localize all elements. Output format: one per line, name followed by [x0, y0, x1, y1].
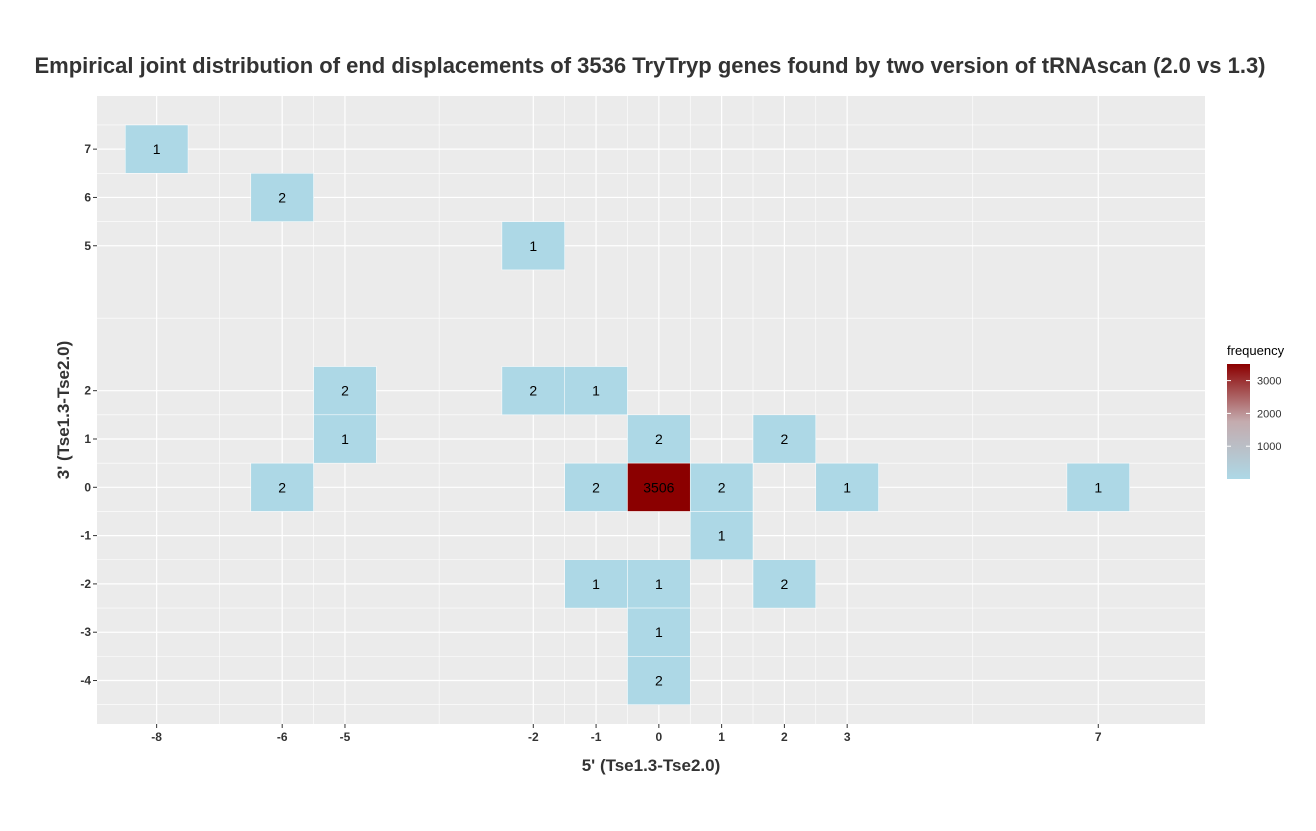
cell-value-label: 2	[278, 189, 286, 205]
cell-value-label: 1	[592, 383, 600, 399]
heatmap-cell	[627, 607, 691, 657]
cell-value-label: 3506	[643, 479, 674, 495]
x-axis: -8 -6 -5 -2 -1 0 1 2 3 7	[151, 724, 1102, 744]
y-tick-label: 0	[84, 480, 91, 494]
cell-value-label: 1	[843, 479, 851, 495]
x-tick-label: -1	[591, 730, 602, 744]
heatmap-cell	[1066, 462, 1130, 512]
cell-value-label: 1	[1094, 479, 1102, 495]
y-tick-label: 1	[84, 432, 91, 446]
x-tick-label: 1	[718, 730, 725, 744]
heatmap-cell	[501, 366, 565, 416]
cell-value-label: 1	[655, 624, 663, 640]
legend-tick-label: 3000	[1257, 376, 1281, 388]
cell-labels: 1 2 1 2 2 1 1 2 2 2 2 3506 2 1 1 1 1 1 2 1 2	[153, 141, 1103, 688]
heatmap-cell	[313, 414, 377, 464]
heatmap-cell	[124, 124, 189, 174]
x-axis-title: 5' (Tse1.3-Tse2.0)	[582, 756, 721, 775]
heatmap-cell	[627, 656, 691, 705]
cell-value-label: 2	[781, 431, 789, 447]
heatmap-cell	[752, 414, 817, 464]
cell-value-label: 2	[655, 431, 663, 447]
cell-value-label: 1	[592, 576, 600, 592]
legend-ticks: 1000 2000 3000	[1227, 376, 1281, 453]
x-tick-label: -2	[528, 730, 539, 744]
y-tick-label: 5	[84, 239, 91, 253]
y-tick-label: 7	[84, 142, 91, 156]
heatmap-cell	[564, 462, 628, 512]
heatmap-cell	[815, 462, 879, 512]
heatmap-cell	[627, 414, 691, 464]
x-tick-label: 7	[1095, 730, 1102, 744]
cell-value-label: 2	[655, 673, 663, 689]
cell-value-label: 1	[341, 431, 349, 447]
x-tick-label: 0	[656, 730, 663, 744]
cell-value-label: 2	[529, 383, 537, 399]
cell-value-label: 2	[592, 479, 600, 495]
x-tick-label: 2	[781, 730, 788, 744]
legend-tick-label: 1000	[1257, 441, 1281, 453]
cell-value-label: 2	[718, 479, 726, 495]
heatmap-cell	[564, 559, 628, 609]
legend-colorbar	[1227, 364, 1250, 479]
heatmap-cell	[501, 221, 565, 271]
legend-title: frequency	[1227, 343, 1285, 358]
cell-value-label: 1	[153, 141, 161, 157]
y-tick-label: 2	[84, 384, 91, 398]
heatmap-cell	[627, 559, 691, 609]
legend: frequency 1000 2000 3000	[1227, 343, 1285, 479]
heatmap-cell	[689, 462, 754, 512]
y-tick-label: -1	[80, 529, 91, 543]
heatmap-cell	[752, 559, 817, 609]
cell-value-label: 2	[341, 383, 349, 399]
heatmap-cell	[689, 511, 754, 561]
cell-value-label: 2	[278, 479, 286, 495]
x-tick-label: -5	[340, 730, 351, 744]
cell-value-label: 1	[655, 576, 663, 592]
heatmap-cells	[124, 124, 1130, 705]
y-tick-label: -2	[80, 577, 91, 591]
y-tick-label: -4	[80, 674, 91, 688]
legend-tick-label: 2000	[1257, 408, 1281, 420]
cell-value-label: 1	[529, 238, 537, 254]
x-tick-label: 3	[844, 730, 851, 744]
heatmap-cell	[250, 462, 314, 512]
heatmap-cell	[250, 173, 314, 222]
y-axis-title: 3' (Tse1.3-Tse2.0)	[54, 341, 73, 480]
chart-title: Empirical joint distribution of end disp…	[34, 53, 1265, 78]
x-tick-label: -6	[277, 730, 288, 744]
x-tick-label: -8	[151, 730, 162, 744]
cell-value-label: 2	[781, 576, 789, 592]
y-tick-label: -3	[80, 625, 91, 639]
heatmap-cell	[564, 366, 628, 416]
y-tick-label: 6	[84, 190, 91, 204]
y-axis: 7 6 5 2 1 0 -1 -2 -3 -4	[80, 142, 97, 688]
cell-value-label: 1	[718, 528, 726, 544]
heatmap-cell	[627, 462, 691, 512]
